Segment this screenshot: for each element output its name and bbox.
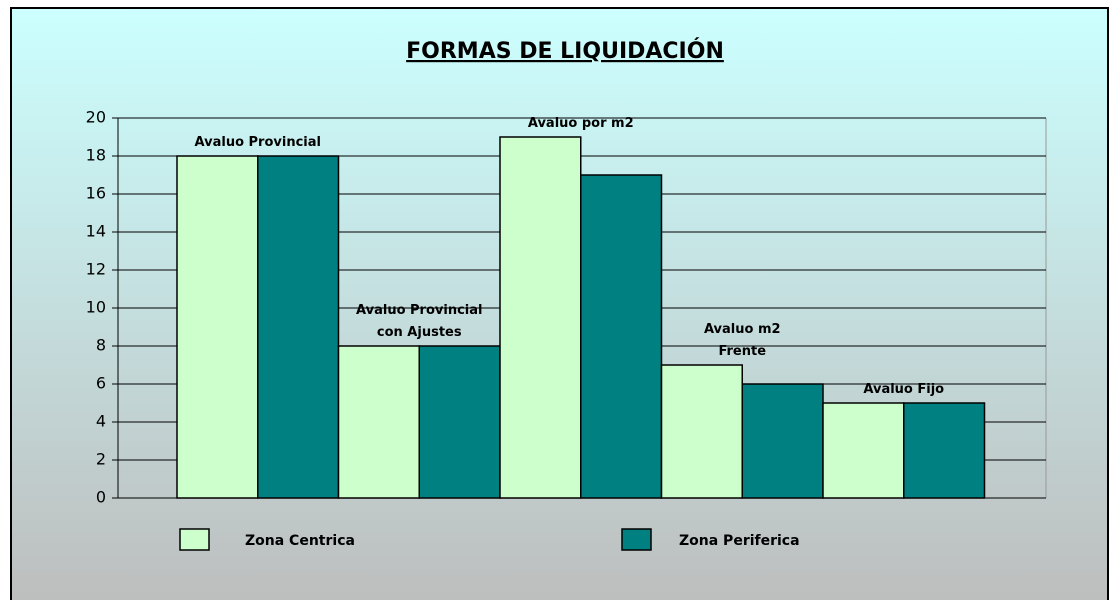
legend-label: Zona Centrica xyxy=(245,533,355,549)
category-label: Avaluo Provincial xyxy=(194,135,321,150)
bar xyxy=(418,345,501,499)
bar xyxy=(257,155,340,499)
chart-title: FORMAS DE LIQUIDACIÓN xyxy=(406,38,724,64)
y-tick-label: 4 xyxy=(96,412,106,431)
bar xyxy=(822,402,905,499)
legend-swatch xyxy=(621,528,652,551)
category-label: Avaluo m2 Frente xyxy=(703,322,781,359)
legend-swatch xyxy=(179,528,210,551)
y-tick-label: 6 xyxy=(96,374,106,393)
y-tick-label: 18 xyxy=(86,146,106,165)
y-tick-label: 16 xyxy=(86,184,106,203)
bar xyxy=(499,136,582,499)
y-tick-label: 2 xyxy=(96,450,106,469)
y-tick-label: 14 xyxy=(86,222,106,241)
bar xyxy=(337,345,420,499)
y-tick-label: 12 xyxy=(86,260,106,279)
bar xyxy=(176,155,259,499)
category-label: Avaluo Provincial con Ajustes xyxy=(356,303,483,340)
y-tick-label: 10 xyxy=(86,298,106,317)
y-tick-label: 0 xyxy=(96,488,106,507)
category-label: Avaluo Fijo xyxy=(863,382,945,397)
bar xyxy=(660,364,743,499)
bar xyxy=(741,383,824,499)
bar xyxy=(903,402,986,499)
legend-label: Zona Periferica xyxy=(679,533,800,549)
category-label: Avaluo por m2 xyxy=(527,116,634,131)
y-tick-label: 20 xyxy=(86,108,106,127)
y-tick-label: 8 xyxy=(96,336,106,355)
bar xyxy=(580,174,663,499)
